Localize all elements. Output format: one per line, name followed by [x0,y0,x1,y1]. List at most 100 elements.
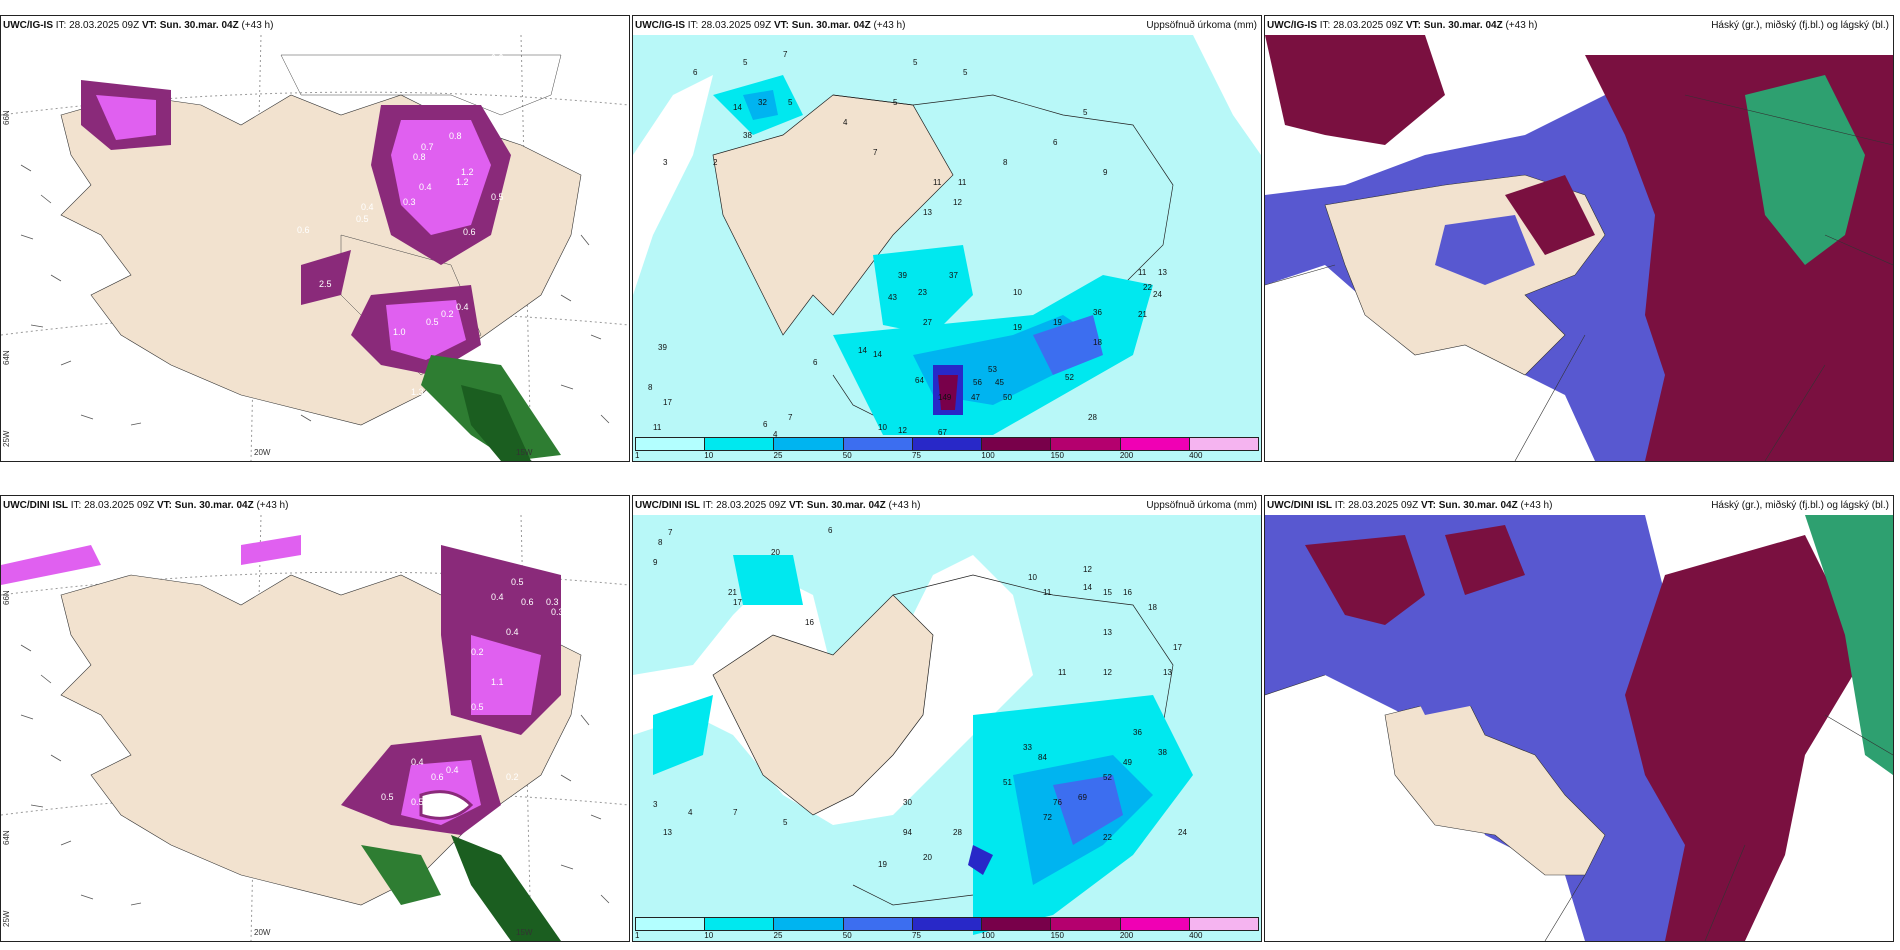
legend-tick: 100 [981,931,995,940]
svg-text:52: 52 [1103,773,1112,782]
snow-map: 0.2 0.5 0.6 0.4 0.3 0.3 0.4 0.2 1.1 0.5 … [1,515,629,941]
precip-legend: 1 10 25 50 75 100 150 200 400 [633,915,1261,941]
precip-values: 8 7 9 6 20 21 16 17 12 14 15 16 18 13 17… [653,526,1187,869]
legend-tick: 200 [1119,931,1134,940]
svg-text:11: 11 [653,423,662,432]
legend-swatch [982,438,1052,450]
legend-tick: 1 [635,451,640,460]
legend-swatch [705,918,775,930]
svg-text:0.4: 0.4 [411,757,424,767]
svg-text:8: 8 [1003,158,1008,167]
svg-text:1.0: 1.0 [393,327,406,337]
svg-text:53: 53 [988,365,997,374]
legend-swatch [1051,918,1121,930]
svg-text:19: 19 [878,860,887,869]
svg-text:0.2: 0.2 [506,772,519,782]
svg-text:6: 6 [828,526,833,535]
svg-text:76: 76 [1053,798,1062,807]
legend-swatch [982,918,1052,930]
legend-tick: 1 [635,931,640,940]
legend-swatch [705,438,775,450]
svg-text:16: 16 [1123,588,1132,597]
svg-text:0.2: 0.2 [471,647,484,657]
svg-text:0.3: 0.3 [403,197,416,207]
svg-text:0.3: 0.3 [357,55,370,65]
svg-text:67: 67 [938,428,947,437]
snow-contours [81,80,561,461]
svg-text:0.4: 0.4 [361,202,374,212]
svg-text:15W: 15W [516,928,533,937]
svg-text:5: 5 [913,58,918,67]
svg-text:22: 22 [1143,283,1152,292]
svg-text:0.4: 0.4 [456,302,469,312]
svg-text:0.8: 0.8 [413,152,426,162]
svg-text:12: 12 [953,198,962,207]
svg-text:0.6: 0.6 [463,227,476,237]
svg-text:6: 6 [1053,138,1058,147]
svg-text:49: 49 [1123,758,1132,767]
svg-text:28: 28 [1088,413,1097,422]
svg-text:14: 14 [733,103,742,112]
svg-text:64N: 64N [2,350,11,365]
svg-text:66N: 66N [2,590,11,605]
snow-labels: 0.3 0.2 0.3 0.3 0.8 0.7 0.8 1.2 1.2 0.4 … [297,53,554,397]
svg-text:6: 6 [763,420,768,429]
svg-text:17: 17 [663,398,672,407]
svg-text:72: 72 [1043,813,1052,822]
svg-text:0.5: 0.5 [411,797,424,807]
svg-text:14: 14 [858,346,867,355]
svg-text:0.6: 0.6 [521,597,534,607]
panel-header: UWC/DINI ISL IT: 28.03.2025 09Z VT: Sun.… [1,496,629,515]
snow-map: 0.3 0.2 0.3 0.3 0.8 0.7 0.8 1.2 1.2 0.4 … [1,35,629,461]
legend-swatch [1189,438,1258,450]
svg-text:33: 33 [1023,743,1032,752]
svg-text:13: 13 [663,828,672,837]
svg-text:17: 17 [733,598,742,607]
svg-text:30: 30 [903,798,912,807]
legend-tick: 200 [1119,451,1134,460]
svg-text:23: 23 [918,288,927,297]
svg-text:20: 20 [923,853,932,862]
svg-text:12: 12 [1083,565,1092,574]
svg-text:0.7: 0.7 [421,142,434,152]
svg-text:25W: 25W [2,430,11,447]
svg-text:13: 13 [923,208,932,217]
legend-tick: 50 [842,451,852,460]
svg-text:1.2: 1.2 [456,177,469,187]
svg-text:15W: 15W [516,448,533,457]
svg-text:39: 39 [658,343,667,352]
svg-text:24: 24 [1153,290,1162,299]
svg-text:28: 28 [953,828,962,837]
precip-values: 6 5 7 5 5 5 14 32 5 38 3 2 4 7 6 5 9 8 1… [648,50,1167,439]
legend-tick: 10 [704,451,714,460]
svg-text:11: 11 [958,178,967,187]
legend-tick: 25 [773,931,783,940]
svg-text:0.5: 0.5 [381,792,394,802]
svg-text:0.8: 0.8 [449,131,462,141]
legend-swatch [636,438,706,450]
svg-text:4: 4 [843,118,848,127]
svg-text:22: 22 [1103,833,1112,842]
svg-text:38: 38 [743,131,752,140]
svg-text:0.2: 0.2 [441,309,454,319]
legend-swatch [843,918,913,930]
legend-tick: 50 [842,931,852,940]
svg-text:18: 18 [1093,338,1102,347]
svg-text:2: 2 [713,158,718,167]
svg-text:20W: 20W [254,448,271,457]
panel-header: UWC/IG-IS IT: 28.03.2025 09Z VT: Sun. 30… [1,16,629,35]
panel-igis-snow: UWC/IG-IS IT: 28.03.2025 09Z VT: Sun. 30… [0,15,630,462]
legend-tick: 150 [1050,931,1064,940]
svg-text:0.3: 0.3 [541,57,554,67]
svg-text:36: 36 [1133,728,1142,737]
svg-text:7: 7 [783,50,788,59]
svg-text:1.2: 1.2 [461,167,474,177]
svg-text:14: 14 [1083,583,1092,592]
svg-text:38: 38 [1158,748,1167,757]
svg-text:0.3: 0.3 [546,597,559,607]
svg-text:8: 8 [658,538,663,547]
svg-text:7: 7 [788,413,793,422]
svg-text:43: 43 [888,293,897,302]
svg-text:0.5: 0.5 [491,192,504,202]
svg-text:11: 11 [1058,668,1067,677]
